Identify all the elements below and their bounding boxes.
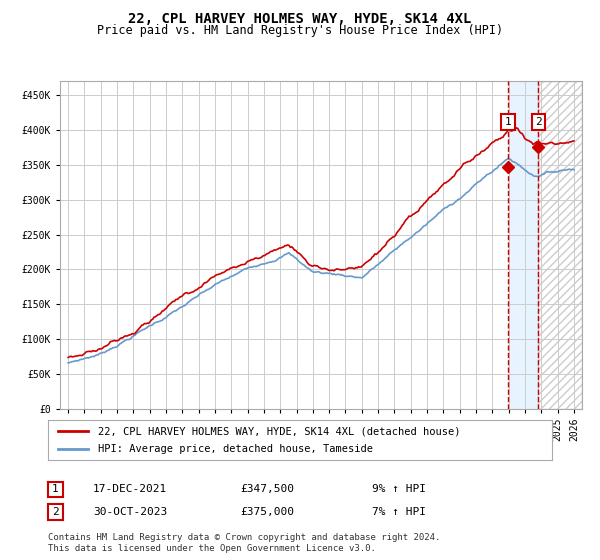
Bar (538, 81, 582, 409)
Text: 22, CPL HARVEY HOLMES WAY, HYDE, SK14 4XL (detached house): 22, CPL HARVEY HOLMES WAY, HYDE, SK14 4X… (98, 426, 461, 436)
Text: 1: 1 (52, 484, 59, 494)
Text: 30-OCT-2023: 30-OCT-2023 (93, 507, 167, 517)
Text: 2: 2 (52, 507, 59, 517)
Text: 17-DEC-2021: 17-DEC-2021 (93, 484, 167, 494)
Text: 22, CPL HARVEY HOLMES WAY, HYDE, SK14 4XL: 22, CPL HARVEY HOLMES WAY, HYDE, SK14 4X… (128, 12, 472, 26)
Text: Price paid vs. HM Land Registry's House Price Index (HPI): Price paid vs. HM Land Registry's House … (97, 24, 503, 37)
Text: 9% ↑ HPI: 9% ↑ HPI (372, 484, 426, 494)
Text: 2: 2 (535, 117, 542, 127)
Text: 1: 1 (505, 117, 511, 127)
Bar (508, 81, 538, 409)
Text: Contains HM Land Registry data © Crown copyright and database right 2024.
This d: Contains HM Land Registry data © Crown c… (48, 533, 440, 553)
Text: £375,000: £375,000 (240, 507, 294, 517)
Text: 7% ↑ HPI: 7% ↑ HPI (372, 507, 426, 517)
Text: £347,500: £347,500 (240, 484, 294, 494)
Text: HPI: Average price, detached house, Tameside: HPI: Average price, detached house, Tame… (98, 444, 373, 454)
